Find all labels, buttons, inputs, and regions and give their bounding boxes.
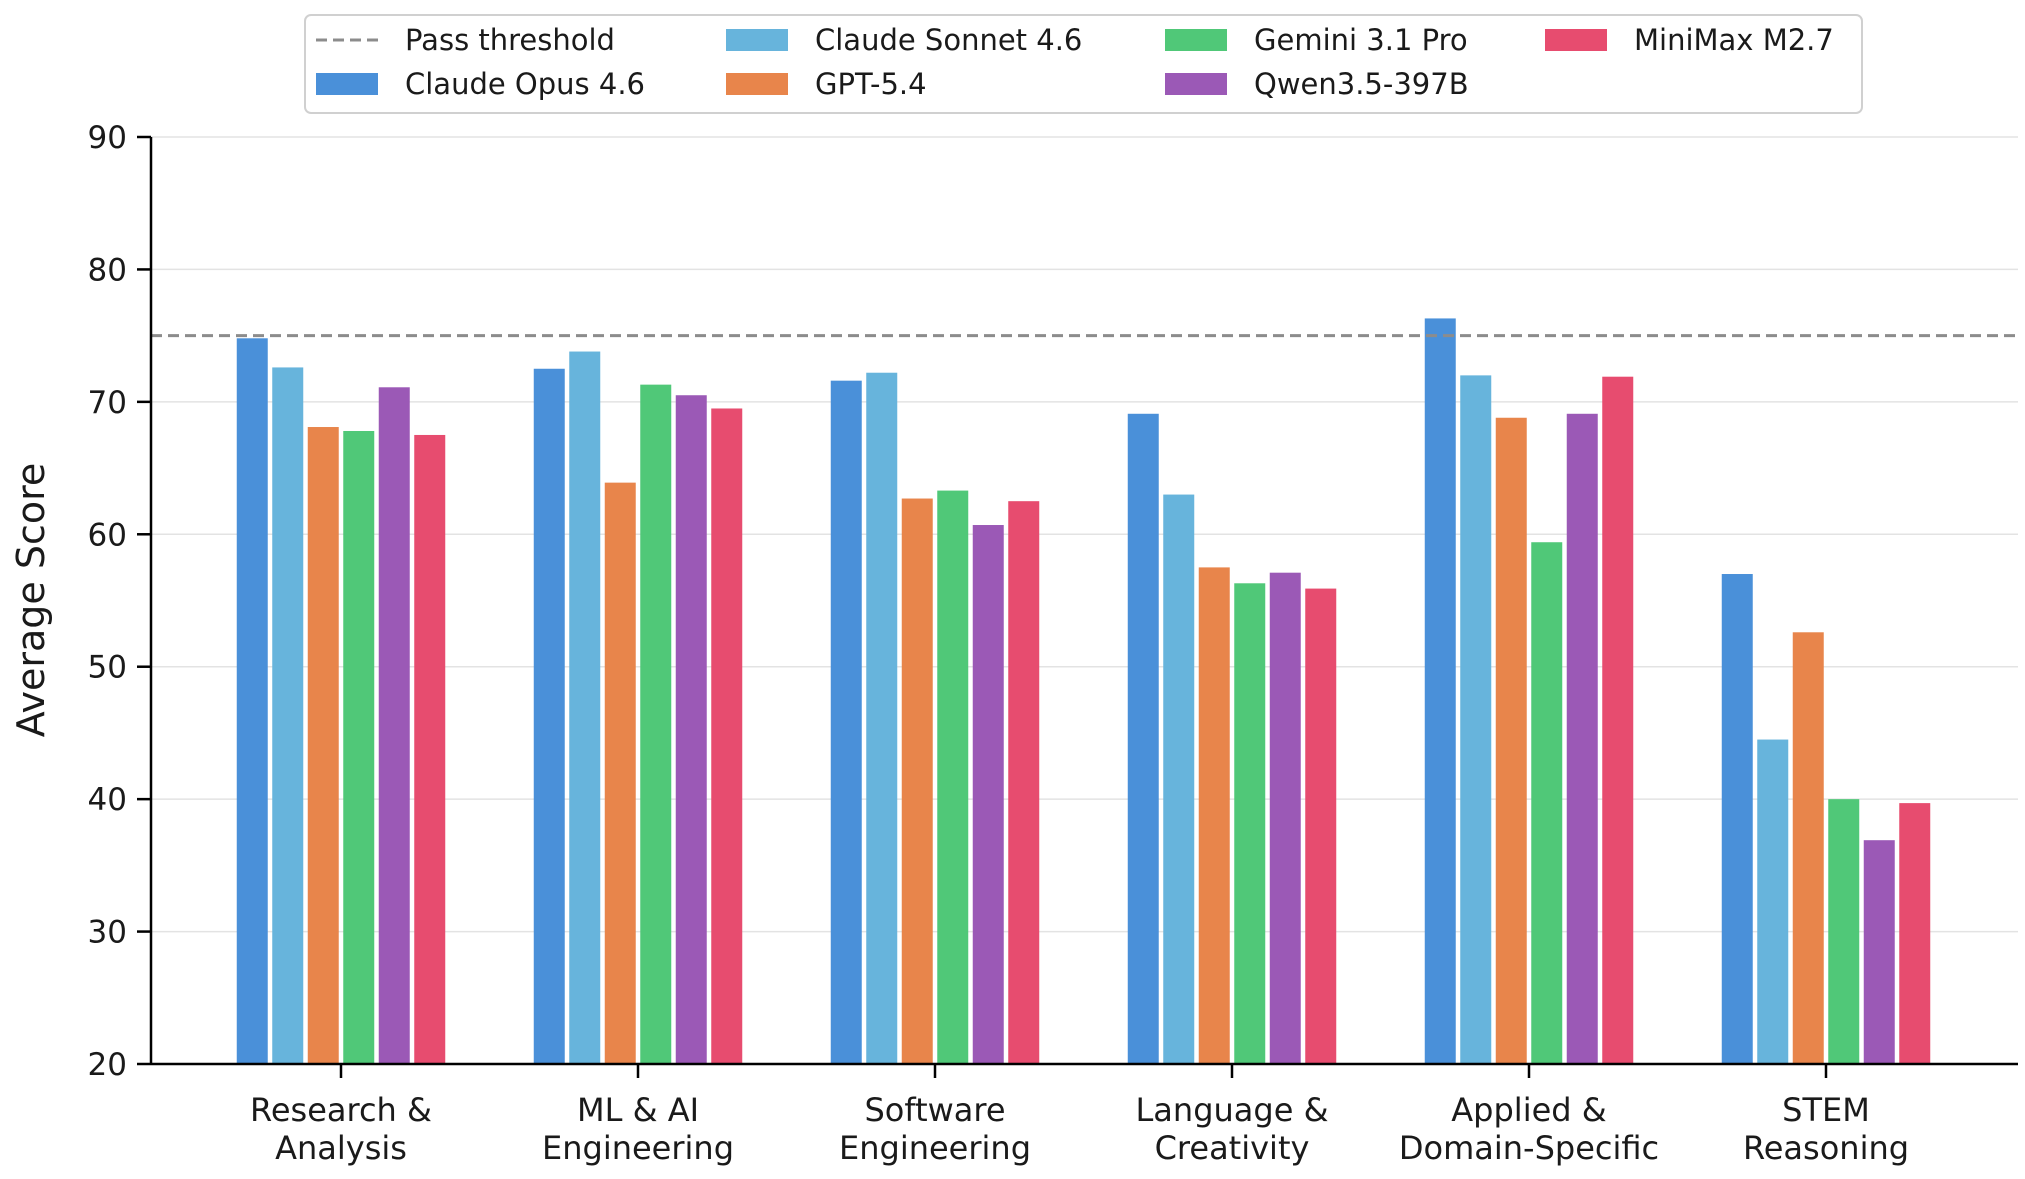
x-tick-label: Domain-Specific xyxy=(1399,1129,1659,1167)
bar xyxy=(972,525,1004,1064)
bar xyxy=(1495,417,1527,1065)
bar xyxy=(414,434,446,1064)
bar xyxy=(1828,799,1860,1064)
bar xyxy=(1198,567,1230,1064)
bar xyxy=(675,395,707,1064)
y-tick-label: 70 xyxy=(88,385,127,421)
legend-swatch xyxy=(1545,29,1607,51)
bar xyxy=(1757,739,1789,1064)
legend-label: Claude Sonnet 4.6 xyxy=(815,23,1082,57)
legend: Pass threshold Claude Opus 4.6 Claude Sonn… xyxy=(304,14,1863,114)
y-tick-label: 80 xyxy=(88,252,127,288)
bar xyxy=(830,380,862,1064)
x-tick-label: Creativity xyxy=(1155,1129,1310,1167)
x-tick-label: STEM xyxy=(1782,1091,1870,1129)
x-tick-label: Engineering xyxy=(839,1129,1031,1167)
y-tick-label: 90 xyxy=(88,120,127,156)
x-tick-label: Engineering xyxy=(542,1129,734,1167)
bar xyxy=(711,408,743,1064)
bar xyxy=(604,482,636,1065)
x-tick-label: Research & xyxy=(250,1091,432,1129)
bar xyxy=(1234,583,1266,1064)
bar xyxy=(1863,840,1895,1064)
legend-swatch xyxy=(726,29,788,51)
legend-label: GPT-5.4 xyxy=(815,67,927,101)
legend-swatch xyxy=(1165,73,1227,95)
bars xyxy=(236,318,1931,1065)
bar xyxy=(937,490,969,1064)
legend-swatch xyxy=(316,73,378,95)
bar xyxy=(343,430,375,1064)
bar xyxy=(1566,413,1598,1064)
bar xyxy=(901,498,933,1064)
bar xyxy=(1899,803,1931,1064)
y-axis-title: Average Score xyxy=(9,463,53,738)
bar xyxy=(1127,413,1159,1064)
bar xyxy=(1269,572,1301,1064)
bar xyxy=(1163,494,1195,1064)
legend-label: Qwen3.5-397B xyxy=(1254,67,1469,101)
y-tick-label: 40 xyxy=(88,782,127,818)
bar xyxy=(569,351,601,1064)
bar xyxy=(307,427,339,1065)
legend-swatch xyxy=(1165,29,1227,51)
bar xyxy=(272,367,304,1064)
bar xyxy=(236,338,268,1064)
x-tick-label: Software xyxy=(864,1091,1005,1129)
bar xyxy=(378,387,410,1064)
y-tick-label: 60 xyxy=(88,517,127,553)
legend-label: Claude Opus 4.6 xyxy=(405,67,645,101)
x-tick-label: Language & xyxy=(1135,1091,1328,1129)
legend-box xyxy=(304,14,1863,114)
y-tick-label: 50 xyxy=(88,650,127,686)
legend-label: Gemini 3.1 Pro xyxy=(1254,23,1468,57)
y-tick-label: 30 xyxy=(88,915,127,951)
bar xyxy=(1305,588,1337,1064)
bar xyxy=(1721,574,1753,1064)
bar xyxy=(1008,501,1040,1064)
bar xyxy=(1531,542,1563,1064)
legend-label: Pass threshold xyxy=(405,23,615,57)
bar xyxy=(640,384,672,1064)
bar xyxy=(533,368,565,1064)
grid-lines xyxy=(151,136,2018,933)
bar xyxy=(866,372,898,1064)
x-tick-label: Reasoning xyxy=(1743,1129,1909,1167)
bar xyxy=(1792,632,1824,1064)
legend-label: MiniMax M2.7 xyxy=(1634,23,1834,57)
x-tick-label: Applied & xyxy=(1451,1091,1606,1129)
y-tick-label: 20 xyxy=(88,1047,127,1083)
bar xyxy=(1424,318,1456,1065)
bar xyxy=(1602,376,1634,1065)
bar xyxy=(1460,375,1492,1064)
x-tick-label: Analysis xyxy=(275,1129,407,1167)
legend-swatch xyxy=(726,73,788,95)
axes: 20 30 40 50 60 70 80 90 Research &Analysis ML & A… xyxy=(88,120,2018,1167)
x-tick-label: ML & AI xyxy=(577,1091,699,1129)
